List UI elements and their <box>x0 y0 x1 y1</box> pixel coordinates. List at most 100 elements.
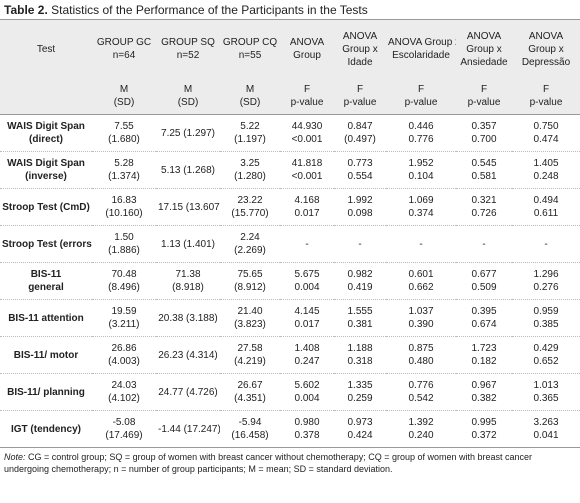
cell-text: 70.48 <box>111 269 137 280</box>
cell-text: 0.776 <box>408 134 434 145</box>
cell-text: 0.381 <box>347 319 373 330</box>
cell-text: 3.25 <box>240 158 260 169</box>
cell-text: Test <box>36 43 56 55</box>
cell: 21.40 (3.823) <box>220 299 280 337</box>
cell-text: Escolaridade <box>392 50 450 61</box>
cell-text: (1.280) <box>234 171 266 182</box>
cell-text: 0.017 <box>294 208 320 219</box>
cell: 1.50 (1.886) <box>92 225 156 263</box>
cell: 0.982 0.419 <box>334 262 386 300</box>
cell-text: 0.240 <box>408 430 434 441</box>
cell-text: 0.365 <box>533 393 559 404</box>
note: Note: CG = control group; SQ = group of … <box>0 448 580 475</box>
cell-text: 0.276 <box>533 282 559 293</box>
cell: 0.875 0.480 <box>386 336 456 374</box>
cell: 1.13 (1.401) <box>156 225 220 263</box>
cell-text: 26.86 <box>111 343 137 354</box>
cell-text: 1.50 <box>114 232 134 243</box>
cell: 1.392 0.240 <box>386 410 456 448</box>
cell-text: 1.037 <box>408 306 434 317</box>
cell: 5.28 (1.374) <box>92 151 156 189</box>
cell: 0.395 0.674 <box>456 299 512 337</box>
cell-text: ANOVA <box>528 30 564 42</box>
cell-text: 0.554 <box>347 171 373 182</box>
cell-text: 3.263 <box>533 417 559 428</box>
cell-text: Group <box>293 50 321 61</box>
cell-text: 0.662 <box>408 282 434 293</box>
cell: 24.03 (4.102) <box>92 373 156 411</box>
cell-text: IGT (tendency) <box>10 423 81 435</box>
data-row: WAIS Digit Span (direct) 7.55 (1.680) 7.25 (… <box>0 114 580 152</box>
cell-text: <0.001 <box>291 171 323 182</box>
cell-text: 0.509 <box>471 282 497 293</box>
data-row: BIS-11 attention 19.59 (3.211) 20.38 (3.188… <box>0 299 580 337</box>
cell-text: Group x <box>466 43 502 55</box>
cell-text: 0.395 <box>471 306 497 317</box>
cell-text: 1.13 (1.401) <box>161 238 215 250</box>
cell-text: Idade <box>347 56 373 68</box>
cell-text: (SD) <box>239 97 261 108</box>
cell: 0.847 (0.497) <box>334 114 386 152</box>
cell-text: - <box>358 238 362 250</box>
cell: 24.77 (4.726) <box>156 373 220 411</box>
cell-text: 0.357 <box>471 121 497 132</box>
cell: 1.952 0.104 <box>386 151 456 189</box>
cell-text: BIS-11 <box>30 269 62 280</box>
cell: ANOVA Group x Escolaridade <box>386 20 456 78</box>
data-row: BIS-11 general 70.48 (8.496) 71.38 (8.918) 75.… <box>0 262 580 300</box>
data-row: BIS-11/ motor 26.86 (4.003) 26.23 (4.314) 27… <box>0 336 580 374</box>
cell-text: Ansiedade <box>460 56 508 68</box>
cell: M (SD) <box>92 78 156 115</box>
cell: 5.602 0.004 <box>280 373 334 411</box>
cell-text: M <box>245 84 255 95</box>
cell-text: (15.770) <box>231 208 269 219</box>
cell: Test <box>0 20 92 78</box>
cell: 0.967 0.382 <box>456 373 512 411</box>
cell-text: (8.918) <box>172 282 204 293</box>
cell-text: 1.069 <box>408 195 434 206</box>
cell-text: 0.611 <box>533 208 559 219</box>
cell: 0.601 0.662 <box>386 262 456 300</box>
cell-text: (4.102) <box>108 393 140 404</box>
cell-text: (inverse) <box>25 171 67 182</box>
table-label: Table 2. <box>4 3 48 17</box>
cell-text: 1.405 <box>533 158 559 169</box>
cell: 1.405 0.248 <box>512 151 580 189</box>
cell-text: 5.675 <box>294 269 320 280</box>
cell-text: F <box>417 84 425 95</box>
table-title: Table 2. Statistics of the Performance o… <box>0 0 580 20</box>
cell: 0.446 0.776 <box>386 114 456 152</box>
cell-text: 0.321 <box>471 195 497 206</box>
cell-text: (1.680) <box>108 134 140 145</box>
cell-text: 5.13 (1.268) <box>161 164 215 176</box>
cell: -1.44 (17.247) <box>156 410 220 448</box>
cell: 0.773 0.554 <box>334 151 386 189</box>
cell-text: 1.335 <box>347 380 373 391</box>
cell: 0.959 0.385 <box>512 299 580 337</box>
cell-text: 2.24 <box>240 232 260 243</box>
cell-text: 0.419 <box>347 282 373 293</box>
cell-text: 0.372 <box>471 430 497 441</box>
cell-text: (SD) <box>177 97 199 108</box>
cell-text: ANOVA <box>466 30 502 42</box>
cell-text: GROUP CQ <box>222 37 278 48</box>
cell-text: WAIS Digit Span <box>7 121 85 132</box>
cell-text: 0.601 <box>408 269 434 280</box>
cell-text: 0.390 <box>408 319 434 330</box>
cell: 1.408 0.247 <box>280 336 334 374</box>
cell-text: 0.041 <box>533 430 559 441</box>
cell: 1.555 0.381 <box>334 299 386 337</box>
cell: 17.15 (13.607) <box>156 188 220 226</box>
cell: 3.263 0.041 <box>512 410 580 448</box>
cell-text: 24.03 <box>111 380 137 391</box>
cell-text: 5.602 <box>294 380 320 391</box>
cell-text: 5.28 <box>114 158 134 169</box>
cell-text: 0.104 <box>408 171 434 182</box>
cell-text: 0.098 <box>347 208 373 219</box>
cell-text: 23.22 <box>237 195 263 206</box>
cell-text: 0.726 <box>471 208 497 219</box>
cell-text: - <box>482 238 486 250</box>
cell-text: (1.197) <box>234 134 266 145</box>
